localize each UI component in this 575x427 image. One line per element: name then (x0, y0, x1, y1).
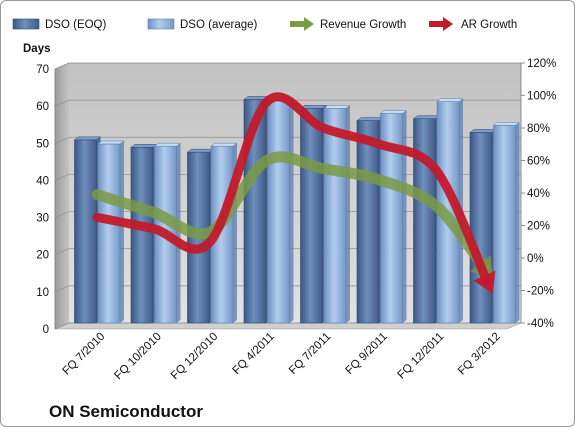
bar-side (346, 105, 350, 323)
bar-body (74, 139, 97, 324)
y-tick-left-label: 30 (36, 213, 49, 225)
gridline-wall (54, 136, 70, 144)
bar-side (402, 110, 407, 323)
y-tick-right-label: 0% (527, 253, 544, 265)
bar-top (356, 117, 384, 121)
bar-dso-average (97, 140, 125, 324)
bar-body (267, 100, 290, 324)
legend-label-dso-eoq: DSO (EOQ) (45, 19, 107, 31)
bar-side (289, 97, 294, 323)
legend-item-dso-average: DSO (average) (147, 18, 258, 31)
gridline-wall (54, 99, 70, 107)
growth-curve (92, 92, 492, 286)
bar-body (130, 147, 154, 324)
bar-dso-eoq (299, 105, 328, 324)
bar-dso-average (323, 105, 351, 324)
legend-item-revenue-growth: Revenue Growth (290, 17, 406, 31)
bar-body (323, 108, 347, 324)
y-tick-left-label: 60 (36, 101, 49, 113)
bar-top (73, 136, 102, 141)
growth-curve (91, 151, 490, 274)
legend-label-dso-average: DSO (average) (180, 19, 258, 31)
x-tick-label: FQ 3/2012 (456, 331, 503, 378)
bar-dso-eoq (130, 144, 158, 324)
legend: DSO (EOQ) DSO (average) Revenue Growth A… (12, 17, 517, 31)
bar-dso-eoq (412, 115, 441, 324)
x-tick-label: FQ 9/2011 (344, 331, 390, 377)
legend-label-ar-growth: AR Growth (461, 19, 517, 31)
bar-top (210, 142, 238, 147)
y-tick-right-label: 60% (527, 156, 550, 168)
ar-growth-line (92, 92, 496, 294)
y-tick-right-label: -20% (527, 286, 554, 298)
bar-top (436, 98, 464, 102)
y-tick-right-label: -40% (527, 318, 554, 330)
bar-body (97, 143, 121, 324)
bar-top (379, 110, 408, 114)
legend-item-dso-eoq: DSO (EOQ) (12, 18, 107, 31)
side-wall (55, 63, 69, 329)
y-tick-left-label: 50 (36, 138, 49, 150)
y-axis-left-label: Days (23, 43, 51, 55)
line-series (91, 92, 496, 294)
bar-top (412, 115, 441, 119)
legend-swatch-dso-average (147, 18, 175, 30)
bar-top (153, 142, 182, 147)
gridline-wall (54, 174, 70, 181)
legend-label-revenue-growth: Revenue Growth (320, 19, 406, 31)
x-tick-label: FQ 7/2010 (60, 331, 107, 378)
bar-top (130, 144, 158, 148)
chart-title: ON Semiconductor (49, 402, 203, 421)
bar-dso-eoq (469, 129, 497, 324)
bar-body (300, 108, 323, 324)
legend-item-ar-growth: AR Growth (429, 17, 517, 31)
y-tick-right-label: 80% (527, 123, 550, 135)
y-tick-left-label: 10 (36, 287, 49, 299)
legend-arrow-ar-growth (429, 17, 453, 31)
gridline-wall (54, 322, 70, 330)
bar-top (469, 129, 497, 133)
x-tick-label: FQ 10/2010 (112, 331, 163, 382)
gridline-wall (54, 62, 70, 70)
bar-body (493, 125, 516, 324)
bar-body (413, 118, 436, 324)
bar-dso-average (266, 97, 295, 324)
bar-body (469, 132, 493, 324)
x-tick-label: FQ 4/2011 (231, 331, 277, 377)
legend-arrow-revenue-growth (290, 17, 314, 31)
x-tick-label: FQ 7/2011 (287, 331, 333, 377)
y-tick-left-label: 20 (36, 250, 49, 262)
bar-dso-average (379, 110, 408, 324)
bar-series (73, 96, 521, 324)
legend-swatch-dso-eoq (12, 18, 40, 30)
x-tick-label: FQ 12/2010 (169, 331, 220, 382)
gridline-wall (54, 248, 70, 256)
bar-dso-average (492, 122, 521, 324)
bar-body (356, 120, 380, 324)
bar-top (97, 140, 125, 145)
bar-dso-eoq (73, 136, 102, 324)
y-tick-left-label: 0 (43, 324, 49, 336)
growth-arrowhead (473, 270, 496, 294)
bar-top (323, 105, 351, 109)
y-tick-left-label: 40 (36, 175, 49, 187)
y-tick-left-label: 70 (36, 64, 49, 76)
bar-top (186, 148, 215, 153)
gridline-wall (54, 285, 70, 293)
y-tick-right-label: 100% (527, 91, 556, 103)
bar-side (120, 140, 124, 323)
bar-side (176, 143, 181, 323)
floor (54, 322, 522, 330)
gridline-wall (54, 211, 70, 218)
y-tick-right-label: 40% (527, 188, 550, 200)
x-tick-label: FQ 12/2011 (396, 331, 447, 382)
bar-top (492, 122, 521, 126)
y-tick-right-label: 120% (527, 58, 556, 70)
y-tick-right-label: 20% (527, 221, 550, 233)
bar-side (515, 122, 520, 324)
